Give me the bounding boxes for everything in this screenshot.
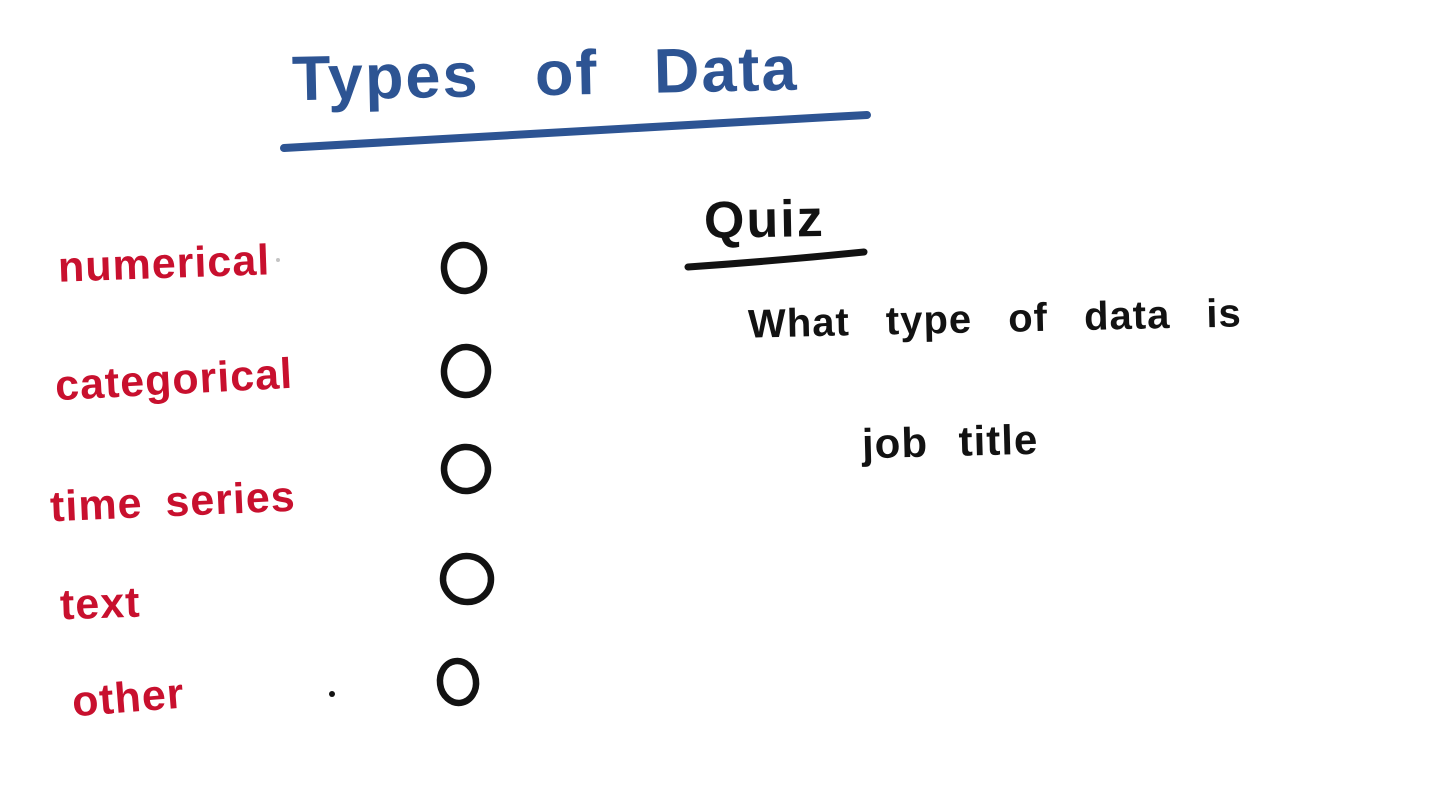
- option-label-numerical: numerical: [57, 236, 271, 292]
- faint-ink-speck: [276, 258, 280, 262]
- radio-circle-time-series[interactable]: [440, 443, 494, 498]
- quiz-question-line2: job title: [861, 415, 1039, 468]
- option-label-categorical: categorical: [53, 349, 295, 411]
- option-label-other: other: [70, 669, 187, 727]
- radio-circle-other[interactable]: [435, 657, 485, 710]
- page-title: Types of Data: [291, 33, 800, 115]
- option-label-text: text: [59, 578, 142, 630]
- radio-circle-numerical[interactable]: [438, 241, 490, 297]
- quiz-question-line1: What type of data is: [747, 291, 1243, 347]
- option-label-time-series: time series: [49, 472, 297, 532]
- quiz-heading: Quiz: [703, 189, 826, 251]
- radio-circle-categorical[interactable]: [440, 343, 494, 400]
- radio-circle-text[interactable]: [439, 552, 495, 609]
- stray-ink-dot: [329, 691, 335, 697]
